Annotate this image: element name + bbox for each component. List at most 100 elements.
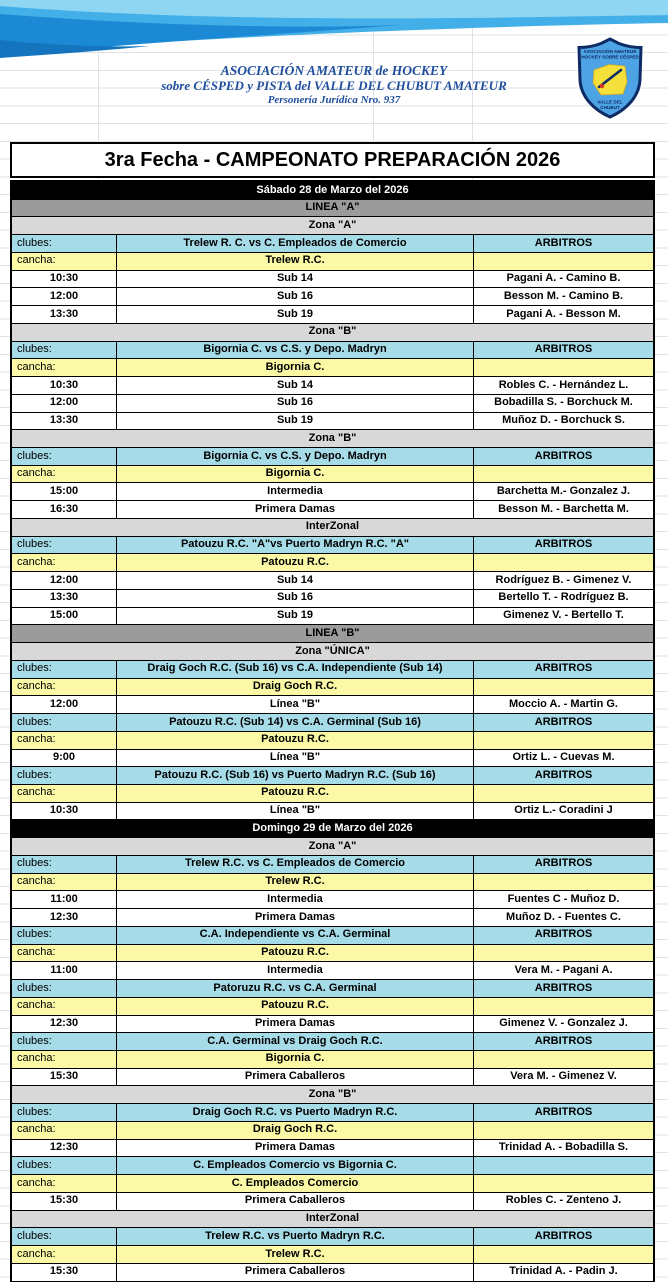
referees-cell: Robles C. - Zenteno J. bbox=[474, 1192, 655, 1211]
referees-cell: Trinidad A. - Bobadilla S. bbox=[474, 1139, 655, 1158]
cancha-row: cancha: Bigornia C. bbox=[10, 359, 655, 378]
row-label-cancha: cancha: bbox=[10, 554, 117, 573]
teams-cell: Patoruzu R.C. vs C.A. Germinal bbox=[117, 980, 474, 998]
category-cell: Línea "B" bbox=[117, 802, 474, 821]
venue-cell: Trelew R.C. bbox=[117, 873, 474, 892]
referees-cell: Rodríguez B. - Gimenez V. bbox=[474, 572, 655, 590]
category-cell: Sub 16 bbox=[117, 288, 474, 307]
referees-cell: Ortiz L.- Coradini J bbox=[474, 802, 655, 821]
arbitros-cell: ARBITROS bbox=[474, 1033, 655, 1051]
zone-banner: Zona "B" bbox=[10, 323, 655, 342]
category-cell: Primera Damas bbox=[117, 1139, 474, 1158]
cancha-row: cancha: Patouzu R.C. bbox=[10, 784, 655, 803]
venue-cell: Patouzu R.C. bbox=[117, 784, 474, 803]
teams-cell: Bigornia C. vs C.S. y Depo. Madryn bbox=[117, 341, 474, 360]
venue-cell: Draig Goch R.C. bbox=[117, 678, 474, 697]
match-row: 15:30 Primera Caballeros Trinidad A. - Pad… bbox=[10, 1263, 655, 1282]
referees-cell: Bobadilla S. - Borchuck M. bbox=[474, 394, 655, 413]
referees-cell: Gimenez V. - Gonzalez J. bbox=[474, 1015, 655, 1034]
arbitros-cell: ARBITROS bbox=[474, 536, 655, 555]
time-cell: 10:30 bbox=[10, 802, 117, 821]
arbitros-cell: ARBITROS bbox=[474, 767, 655, 785]
venue-cell: Patouzu R.C. bbox=[117, 554, 474, 573]
row-label-clubes: clubes: bbox=[10, 980, 117, 998]
logo-bottom-text-1: VALLE DEL bbox=[597, 100, 622, 105]
match-row: 16:30 Primera Damas Besson M. - Barchetta … bbox=[10, 501, 655, 519]
cancha-row: cancha: Patouzu R.C. bbox=[10, 944, 655, 963]
cancha-row: cancha: Trelew R.C. bbox=[10, 873, 655, 892]
zone-banner-row: Zona "B" bbox=[10, 323, 655, 342]
cancha-row: cancha: Bigornia C. bbox=[10, 1050, 655, 1069]
date-banner: Domingo 29 de Marzo del 2026 bbox=[10, 820, 655, 839]
date-banner-row: Domingo 29 de Marzo del 2026 bbox=[10, 820, 655, 839]
venue-empty-cell bbox=[474, 678, 655, 697]
zone-banner-row: Zona "A" bbox=[10, 217, 655, 236]
cancha-row: cancha: Trelew R.C. bbox=[10, 252, 655, 271]
association-name-line2: sobre CÉSPED y PISTA del VALLE DEL CHUBU… bbox=[161, 78, 507, 93]
time-cell: 12:30 bbox=[10, 909, 117, 927]
clubes-row: clubes: Trelew R. C. vs C. Empleados de C… bbox=[10, 235, 655, 253]
row-label-cancha: cancha: bbox=[10, 1246, 117, 1264]
referees-cell: Gimenez V. - Bertello T. bbox=[474, 607, 655, 626]
match-row: 15:00 Intermedia Barchetta M.- Gonzalez J. bbox=[10, 483, 655, 502]
zone-banner: InterZonal bbox=[10, 518, 655, 537]
venue-empty-cell bbox=[474, 1246, 655, 1264]
row-label-cancha: cancha: bbox=[10, 1050, 117, 1069]
venue-cell: Patouzu R.C. bbox=[117, 731, 474, 750]
row-label-clubes: clubes: bbox=[10, 767, 117, 785]
venue-empty-cell bbox=[474, 554, 655, 573]
venue-cell: Draig Goch R.C. bbox=[117, 1121, 474, 1140]
arbitros-cell: ARBITROS bbox=[474, 1228, 655, 1247]
arbitros-cell bbox=[474, 1157, 655, 1176]
cancha-row: cancha: Patouzu R.C. bbox=[10, 731, 655, 750]
time-cell: 12:30 bbox=[10, 1015, 117, 1034]
category-cell: Primera Caballeros bbox=[117, 1192, 474, 1211]
clubes-row: clubes: C. Empleados Comercio vs Bigornia… bbox=[10, 1157, 655, 1176]
date-banner: Sábado 28 de Marzo del 2026 bbox=[10, 182, 655, 200]
teams-cell: Trelew R.C. vs C. Empleados de Comercio bbox=[117, 855, 474, 874]
teams-cell: Trelew R. C. vs C. Empleados de Comercio bbox=[117, 235, 474, 253]
time-cell: 15:00 bbox=[10, 607, 117, 626]
row-label-clubes: clubes: bbox=[10, 1033, 117, 1051]
match-row: 13:30 Sub 19 Muñoz D. - Borchuck S. bbox=[10, 412, 655, 431]
venue-empty-cell bbox=[474, 252, 655, 271]
match-row: 12:00 Sub 16 Besson M. - Camino B. bbox=[10, 288, 655, 307]
teams-cell: Draig Goch R.C. (Sub 16) vs C.A. Indepen… bbox=[117, 660, 474, 679]
clubes-row: clubes: Trelew R.C. vs C. Empleados de Co… bbox=[10, 855, 655, 874]
category-cell: Primera Caballeros bbox=[117, 1263, 474, 1282]
time-cell: 12:00 bbox=[10, 288, 117, 307]
clubes-row: clubes: C.A. Germinal vs Draig Goch R.C. A… bbox=[10, 1033, 655, 1051]
venue-cell: Trelew R.C. bbox=[117, 252, 474, 271]
date-banner-row: Sábado 28 de Marzo del 2026 bbox=[10, 182, 655, 200]
time-cell: 9:00 bbox=[10, 749, 117, 768]
referees-cell: Besson M. - Camino B. bbox=[474, 288, 655, 307]
venue-empty-cell bbox=[474, 1050, 655, 1069]
category-cell: Sub 19 bbox=[117, 607, 474, 626]
row-label-cancha: cancha: bbox=[10, 678, 117, 697]
match-row: 13:30 Sub 16 Bertello T. - Rodríguez B. bbox=[10, 589, 655, 608]
row-label-clubes: clubes: bbox=[10, 536, 117, 555]
row-label-clubes: clubes: bbox=[10, 714, 117, 732]
row-label-cancha: cancha: bbox=[10, 359, 117, 378]
row-label-cancha: cancha: bbox=[10, 1121, 117, 1140]
referees-cell: Trinidad A. - Padin J. bbox=[474, 1263, 655, 1282]
arbitros-cell: ARBITROS bbox=[474, 980, 655, 998]
arbitros-cell: ARBITROS bbox=[474, 341, 655, 360]
time-cell: 12:00 bbox=[10, 696, 117, 715]
match-row: 12:30 Primera Damas Gimenez V. - Gonzalez … bbox=[10, 1015, 655, 1034]
arbitros-cell: ARBITROS bbox=[474, 448, 655, 466]
teams-cell: Patouzu R.C. (Sub 14) vs C.A. Germinal (… bbox=[117, 714, 474, 732]
venue-cell: Bigornia C. bbox=[117, 359, 474, 378]
row-label-cancha: cancha: bbox=[10, 873, 117, 892]
cancha-row: cancha: Bigornia C. bbox=[10, 465, 655, 484]
teams-cell: Draig Goch R.C. vs Puerto Madryn R.C. bbox=[117, 1104, 474, 1122]
row-label-clubes: clubes: bbox=[10, 855, 117, 874]
venue-cell: Bigornia C. bbox=[117, 465, 474, 484]
association-header: ASOCIACIÓN AMATEUR de HOCKEY sobre CÉSPE… bbox=[0, 63, 668, 108]
line-banner: LINEA "B" bbox=[10, 625, 655, 644]
fixture-table: Sábado 28 de Marzo del 2026 LINEA "A" Zona… bbox=[10, 180, 655, 1282]
time-cell: 12:00 bbox=[10, 572, 117, 590]
venue-empty-cell bbox=[474, 873, 655, 892]
venue-cell: Patouzu R.C. bbox=[117, 997, 474, 1016]
